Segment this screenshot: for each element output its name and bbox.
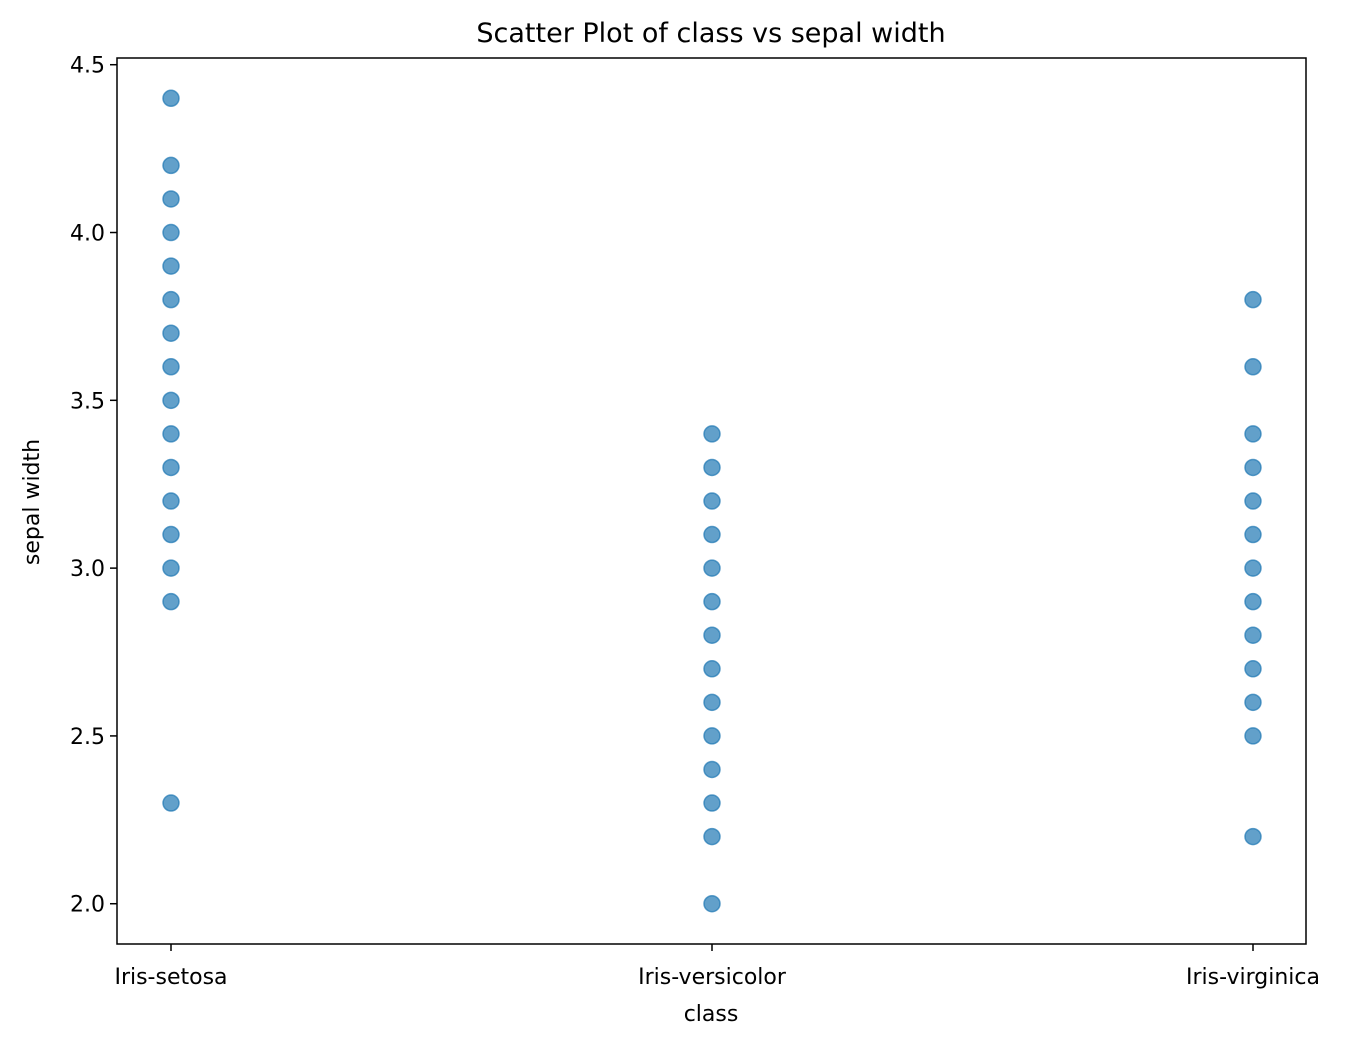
- data-point: [703, 425, 721, 443]
- data-point: [1244, 525, 1262, 544]
- data-point: [162, 559, 180, 577]
- data-point: [1244, 827, 1262, 846]
- data-point: [703, 760, 721, 779]
- y-tick-label: 3.0: [70, 557, 105, 582]
- data-point: [162, 89, 180, 108]
- data-point: [1244, 626, 1262, 644]
- data-point: [1244, 425, 1262, 443]
- data-point: [162, 190, 180, 208]
- data-point: [703, 660, 721, 678]
- data-point: [162, 592, 180, 611]
- data-point: [162, 492, 180, 510]
- x-axis-label: class: [684, 1002, 739, 1027]
- data-point: [703, 592, 721, 611]
- chart-title: Scatter Plot of class vs sepal width: [476, 18, 945, 49]
- data-point: [703, 827, 721, 846]
- data-point: [1244, 559, 1262, 577]
- data-point: [1244, 458, 1262, 477]
- x-axis-ticks: Iris-setosa Iris-versicolor Iris-virginica: [114, 944, 1320, 990]
- data-point: [703, 626, 721, 644]
- y-tick-label: 2.5: [70, 725, 105, 750]
- y-tick-label: 2.0: [70, 893, 105, 918]
- data-point: [162, 358, 180, 376]
- x-tick-label: Iris-virginica: [1186, 965, 1320, 990]
- data-point: [703, 559, 721, 577]
- data-point: [1244, 592, 1262, 611]
- data-point: [703, 794, 721, 812]
- y-tick-label: 3.5: [70, 389, 105, 414]
- y-tick-label: 4.5: [70, 54, 105, 79]
- y-axis-label: sepal width: [20, 439, 45, 565]
- data-point: [162, 324, 180, 342]
- y-axis-ticks: 2.0 2.5 3.0 3.5 4.0 4.5: [70, 54, 117, 918]
- y-tick-label: 4.0: [70, 222, 105, 247]
- data-point: [162, 156, 180, 175]
- data-point: [703, 458, 721, 477]
- data-point: [1244, 492, 1262, 510]
- data-point: [162, 391, 180, 410]
- data-point: [1244, 358, 1262, 376]
- data-point: [1244, 727, 1262, 745]
- data-point: [162, 257, 180, 275]
- data-point: [703, 894, 721, 913]
- data-point: [162, 525, 180, 544]
- x-tick-label: Iris-versicolor: [638, 965, 787, 990]
- data-point: [703, 492, 721, 510]
- data-point: [162, 223, 180, 242]
- data-point: [162, 425, 180, 443]
- data-points: [162, 89, 1262, 913]
- x-tick-label: Iris-setosa: [114, 965, 227, 990]
- data-point: [703, 693, 721, 712]
- data-point: [162, 794, 180, 812]
- data-point: [703, 525, 721, 544]
- data-point: [162, 458, 180, 477]
- data-point: [703, 727, 721, 745]
- data-point: [1244, 660, 1262, 678]
- data-point: [1244, 693, 1262, 712]
- plot-frame: [116, 57, 1307, 945]
- data-point: [162, 290, 180, 309]
- data-point: [1244, 290, 1262, 309]
